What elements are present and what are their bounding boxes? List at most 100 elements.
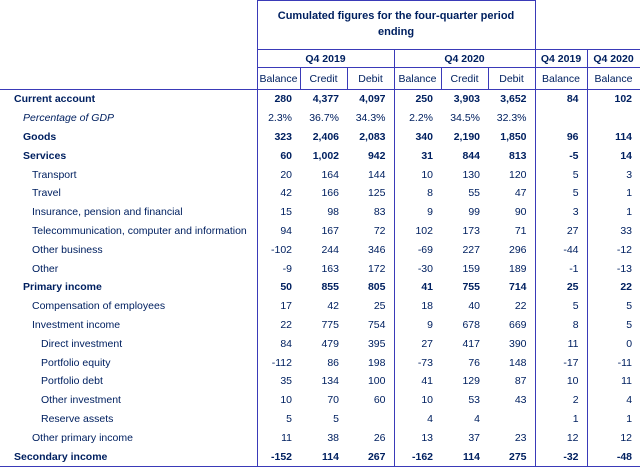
cell-value: 70 — [327, 394, 339, 407]
cell-value: 42 — [327, 300, 339, 313]
cell-value: 813 — [509, 149, 527, 162]
cell-value: 323 — [256, 127, 300, 147]
cell-value: 163 — [321, 262, 339, 275]
cell-value — [534, 108, 588, 128]
cell-value: 1 — [586, 202, 640, 222]
cell-value: -13 — [586, 259, 640, 278]
cell-value: -112 — [256, 353, 300, 372]
row-label: Other — [32, 262, 59, 275]
cell-value: 3,903 — [453, 93, 480, 106]
row-label: Investment income — [32, 318, 121, 331]
cell-value: 12 — [586, 428, 640, 448]
column-header-debit: Debit — [487, 67, 536, 90]
row-label: Goods — [23, 130, 57, 143]
row-label: Direct investment — [41, 337, 123, 350]
cell-value: 41 — [393, 371, 441, 391]
cell-value: -44 — [534, 240, 588, 260]
cell-value: -69 — [393, 240, 441, 260]
cell-value: 17 — [256, 296, 300, 316]
cell-value: 23 — [514, 431, 527, 444]
cell-value: 1 — [586, 183, 640, 203]
cell-value: 53 — [468, 394, 480, 407]
cell-value: 346 — [367, 243, 386, 256]
cell-value: 25 — [373, 300, 386, 313]
cell-value: 27 — [393, 334, 441, 354]
cell-value: 4 — [586, 390, 640, 410]
row-label: Compensation of employees — [32, 300, 166, 313]
cell-value: 35 — [256, 371, 300, 391]
cell-value: -5 — [534, 146, 588, 166]
column-group-q4-2019-balance: Q4 2019 — [534, 49, 588, 68]
cell-value: 41 — [393, 277, 441, 297]
row-label: Telecommunication, computer and informat… — [32, 224, 247, 237]
table-row: Compensation of employees 17 42 25 18 40 22 5 5 — [0, 296, 640, 316]
cell-value: 15 — [256, 202, 300, 222]
cell-value: 125 — [367, 187, 386, 200]
cell-value: -12 — [586, 240, 640, 260]
cell-value: 34.5% — [450, 112, 480, 125]
cell-value: 50 — [256, 277, 300, 297]
table-row: Other business -102 244 346 -69 227 296 -44 -12 — [0, 240, 640, 260]
cell-value: 31 — [393, 146, 441, 166]
cell-value: 22 — [256, 315, 300, 335]
cell-value: -162 — [393, 447, 441, 467]
cell-value: 942 — [367, 149, 386, 162]
column-group-q4-2020-balance: Q4 2020 — [586, 49, 640, 68]
cell-value: 166 — [321, 187, 339, 200]
table-title-row: Cumulated figures for the four-quarter p… — [0, 0, 640, 50]
cell-value: 2.2% — [393, 108, 441, 128]
table-row: Direct investment 84 479 395 27 417 390 11 0 — [0, 334, 640, 354]
cell-value: 244 — [321, 243, 339, 256]
cell-value: 22 — [586, 277, 640, 297]
column-header-row: Balance Credit Debit Balance Credit Debi… — [0, 67, 640, 90]
table-row: Percentage of GDP 2.3% 36.7% 34.3% 2.2% 34.5%… — [0, 108, 640, 128]
cell-value: 714 — [509, 281, 527, 294]
cell-value: 99 — [468, 206, 480, 219]
column-header-balance: Balance — [393, 67, 442, 90]
table-row: Other investment 10 70 60 10 53 43 2 4 — [0, 390, 640, 410]
row-label: Current account — [14, 93, 96, 106]
cell-value: 1 — [534, 409, 588, 429]
cell-value: 100 — [367, 375, 386, 388]
header-label-spacer — [0, 49, 257, 68]
cell-value: 33 — [586, 221, 640, 241]
cell-value: 76 — [468, 356, 480, 369]
cell-value: 1,002 — [312, 149, 339, 162]
column-header-balance: Balance — [586, 67, 640, 90]
cell-value: 340 — [393, 127, 441, 147]
row-label: Portfolio debt — [41, 375, 103, 388]
cell-value: 87 — [514, 375, 527, 388]
cell-value: 12 — [534, 428, 588, 448]
cell-value: 198 — [367, 356, 386, 369]
column-header-balance: Balance — [534, 67, 588, 90]
cell-value: 84 — [534, 89, 588, 109]
cell-value: 172 — [367, 262, 386, 275]
cell-value: 2 — [534, 390, 588, 410]
cell-value: 5 — [586, 296, 640, 316]
cell-value: 4 — [393, 409, 441, 429]
header-right-spacer — [535, 1, 640, 50]
cell-value: 3,652 — [500, 93, 527, 106]
cell-value: 5 — [586, 315, 640, 335]
cell-value: 34.3% — [355, 112, 386, 125]
cell-value: 9 — [393, 202, 441, 222]
cell-value: -102 — [256, 240, 300, 260]
column-header-debit: Debit — [346, 67, 395, 90]
row-label: Reserve assets — [41, 412, 114, 425]
cell-value: 167 — [321, 224, 339, 237]
table-row: Current account 280 4,377 4,097 250 3,903 3,65… — [0, 89, 640, 109]
cell-value: 26 — [373, 431, 386, 444]
cell-value: 130 — [462, 168, 480, 181]
table-row: Investment income 22 775 754 9 678 669 8 5 — [0, 315, 640, 335]
cell-value: 71 — [514, 224, 527, 237]
cell-value: 14 — [586, 146, 640, 166]
cell-value: 60 — [373, 394, 386, 407]
row-label: Portfolio equity — [41, 356, 111, 369]
table-title: Cumulated figures for the four-quarter p… — [256, 0, 536, 50]
cell-value: 3 — [586, 165, 640, 184]
cell-value: 775 — [321, 318, 339, 331]
row-label: Other investment — [41, 394, 121, 407]
cell-value: 678 — [462, 318, 480, 331]
cell-value: 479 — [321, 337, 339, 350]
